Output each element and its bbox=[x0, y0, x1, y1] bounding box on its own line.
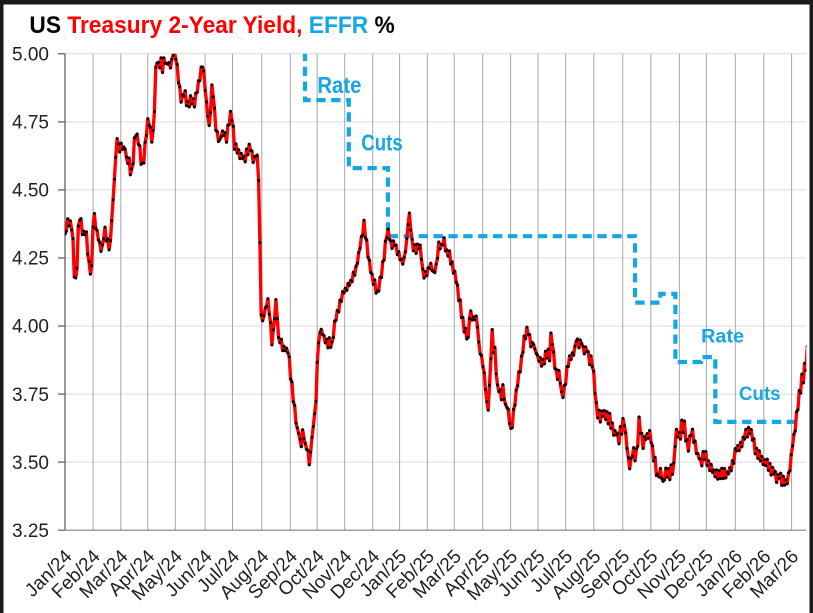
svg-text:4.50: 4.50 bbox=[12, 181, 49, 202]
svg-text:3.75: 3.75 bbox=[12, 385, 49, 406]
svg-text:Rate: Rate bbox=[701, 325, 744, 347]
svg-text:4.00: 4.00 bbox=[12, 317, 49, 338]
svg-text:3.50: 3.50 bbox=[12, 453, 49, 474]
svg-text:US Treasury 2-Year Yield, EFFR: US Treasury 2-Year Yield, EFFR % bbox=[29, 11, 395, 38]
svg-text:Cuts: Cuts bbox=[361, 130, 403, 156]
svg-text:5.00: 5.00 bbox=[12, 45, 49, 66]
svg-text:3.25: 3.25 bbox=[12, 521, 49, 542]
svg-text:4.25: 4.25 bbox=[12, 249, 49, 270]
svg-text:4.75: 4.75 bbox=[12, 113, 49, 134]
svg-text:Rate: Rate bbox=[317, 72, 361, 98]
svg-text:Cuts: Cuts bbox=[739, 383, 781, 405]
